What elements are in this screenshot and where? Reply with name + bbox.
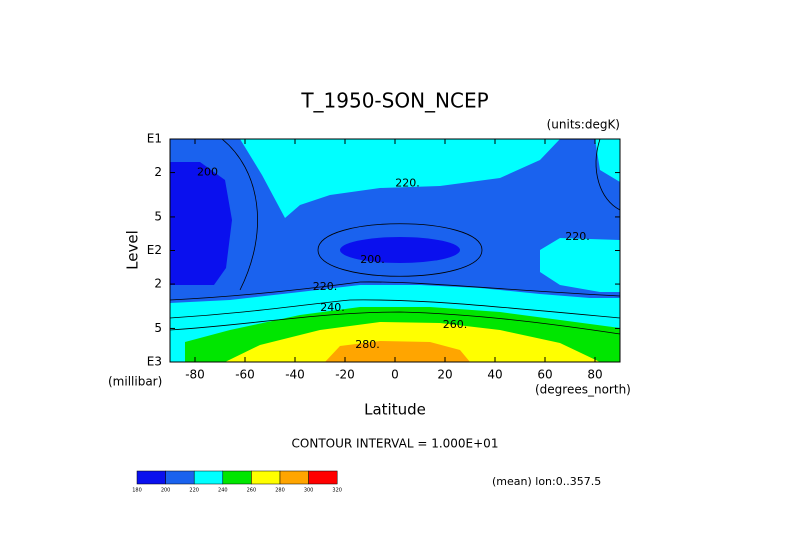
- colorbar-label: 200: [161, 488, 171, 494]
- contour-line: [169, 311, 621, 335]
- contour-label: 220.: [565, 230, 590, 243]
- colorbar-box: [279, 470, 309, 485]
- contour-label: 220.: [313, 280, 338, 293]
- y-tick-label: 5: [154, 209, 162, 223]
- contour-line: [169, 299, 621, 319]
- y-tick-label: 2: [154, 277, 162, 291]
- units: (units:degK): [547, 118, 620, 132]
- contour-band: [325, 341, 470, 362]
- contour-band: [170, 162, 232, 285]
- y-tick-label: 5: [154, 321, 162, 335]
- x-tick-label: -60: [235, 368, 255, 382]
- contour-band: [595, 139, 620, 182]
- contour-line: [169, 281, 621, 301]
- contour-label: 280.: [355, 338, 380, 351]
- x-tick-label: 80: [587, 368, 602, 382]
- y-tick-label: E1: [147, 132, 162, 146]
- colorbar-box: [165, 470, 195, 485]
- x-axis-label: Latitude: [364, 401, 426, 419]
- y-axis-label: Level: [124, 230, 142, 270]
- x-tick-label: 60: [537, 368, 552, 382]
- colorbar-label: 320: [332, 488, 342, 494]
- colorbar-box: [308, 470, 338, 485]
- x-tick-label: 40: [487, 368, 502, 382]
- x-tick-label: -80: [185, 368, 205, 382]
- contour-label: 200: [197, 166, 218, 179]
- contour-band: [540, 238, 620, 292]
- colorbar-box: [136, 470, 166, 485]
- contour-line: [221, 138, 258, 291]
- colorbar-box: [222, 470, 252, 485]
- y-tick-label: E2: [147, 243, 162, 257]
- contour-interval: CONTOUR INTERVAL = 1.000E+01: [292, 437, 499, 451]
- colorbar-label: 220: [189, 488, 199, 494]
- contour-line: [317, 223, 483, 277]
- contour-band: [340, 237, 460, 263]
- x-tick-label: -40: [285, 368, 305, 382]
- x-tick-label: 20: [437, 368, 452, 382]
- contour-band: [240, 139, 560, 218]
- note: (mean) lon:0..357.5: [492, 475, 601, 488]
- colorbar-box: [193, 470, 224, 485]
- x-unit: (degrees_north): [535, 383, 631, 397]
- y-tick-label: E3: [147, 355, 162, 369]
- colorbar-label: 180: [132, 488, 142, 494]
- x-tick-label: 0: [391, 368, 399, 382]
- chart-title: T_1950-SON_NCEP: [300, 89, 488, 113]
- colorbar-label: 300: [304, 488, 314, 494]
- contour-label: 220.: [395, 176, 420, 189]
- colorbar-label: 260: [247, 488, 257, 494]
- contour-line: [595, 138, 621, 211]
- colorbar-box: [251, 470, 281, 485]
- y-unit: (millibar): [108, 375, 162, 389]
- contour-label: 200.: [360, 253, 385, 266]
- colorbar-label: 240: [218, 488, 228, 494]
- contour-label: 240.: [320, 301, 345, 314]
- x-tick-label: -20: [335, 368, 355, 382]
- colorbar-label: 280: [275, 488, 285, 494]
- contour-label: 260.: [443, 318, 468, 331]
- y-tick-label: 2: [154, 165, 162, 179]
